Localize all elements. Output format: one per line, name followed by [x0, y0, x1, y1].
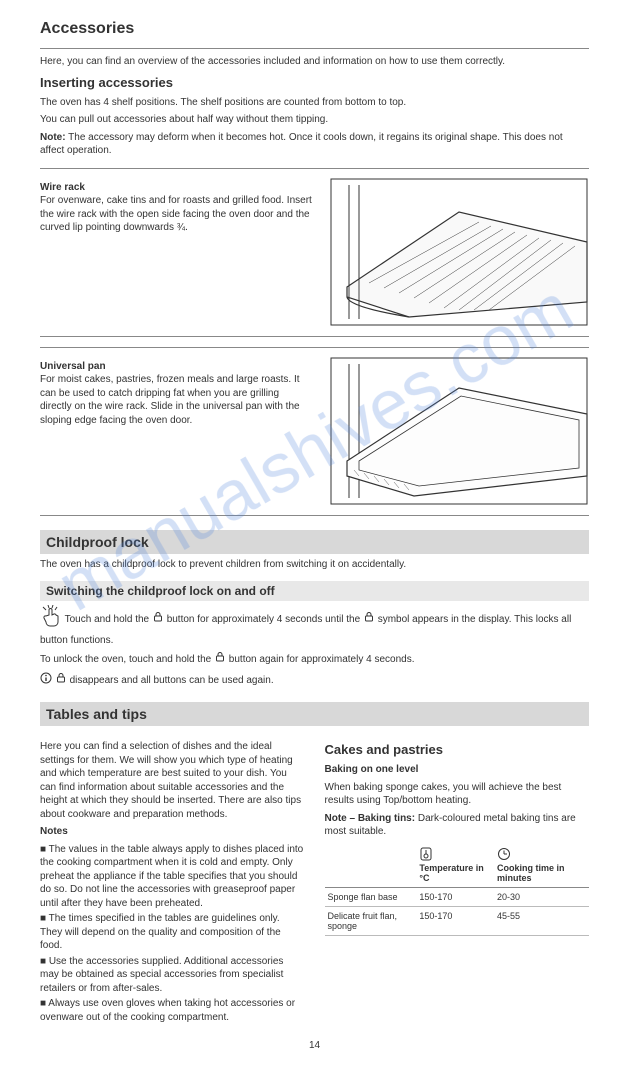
lock-icon — [363, 611, 375, 628]
tables-notes-heading: Notes — [40, 825, 305, 839]
universal-pan-name: Universal pan — [40, 361, 106, 372]
table-cell: 45-55 — [494, 906, 589, 935]
insert-p1: The oven has 4 shelf positions. The shel… — [40, 96, 589, 110]
note-text: The accessory may deform when it becomes… — [40, 132, 563, 157]
childlock-u1: To unlock the oven, touch and hold the — [40, 654, 214, 665]
accessories-intro: Here, you can find an overview of the ac… — [40, 55, 589, 69]
baking-one-level-title: Baking on one level — [325, 764, 419, 775]
tables-note-0: ■ The values in the table always apply t… — [40, 843, 305, 911]
cakes-heading: Cakes and pastries — [325, 742, 590, 757]
divider — [40, 336, 589, 337]
baking-col-1-label: Temperature in °C — [419, 863, 483, 883]
baking-table: Temperature in °C Cooking time in minute… — [325, 843, 590, 936]
tables-note-text-3: Always use oven gloves when taking hot a… — [40, 998, 295, 1023]
baking-one-level-text: When baking sponge cakes, you will achie… — [325, 781, 590, 808]
divider — [40, 515, 589, 516]
table-cell: 150-170 — [416, 887, 494, 906]
childlock-t1: Touch and hold the — [65, 614, 152, 625]
universal-pan-text: Universal pan For moist cakes, pastries,… — [40, 356, 313, 509]
wire-rack-name: Wire rack — [40, 182, 85, 193]
tables-intro: Here you can find a selection of dishes … — [40, 740, 305, 821]
insert-accessories-heading: Inserting accessories — [40, 75, 589, 90]
table-cell: Delicate fruit flan, sponge — [325, 906, 417, 935]
tables-note-1: ■ The times specified in the tables are … — [40, 912, 305, 953]
thermometer-icon — [419, 847, 433, 863]
baking-table-col-1: Temperature in °C — [416, 843, 494, 888]
tables-notes: ■ The values in the table always apply t… — [40, 843, 305, 1025]
divider — [40, 48, 589, 49]
childlock-heading: Childproof lock — [40, 530, 589, 554]
tables-note-text-0: The values in the table always apply to … — [40, 844, 303, 909]
table-cell: 20-30 — [494, 887, 589, 906]
baking-tins-note: Note – Baking tins: Dark-coloured metal … — [325, 812, 590, 839]
tables-note-text-1: The times specified in the tables are gu… — [40, 913, 281, 951]
baking-one-level-heading: Baking on one level — [325, 763, 590, 777]
childlock-intro: The oven has a childproof lock to preven… — [40, 558, 589, 572]
clock-icon — [497, 847, 511, 863]
baking-table-header-row: Temperature in °C Cooking time in minute… — [325, 843, 590, 888]
universal-pan-illustration — [329, 356, 589, 509]
childlock-switch-text: Touch and hold the button for approximat… — [40, 605, 589, 647]
table-cell: Sponge flan base — [325, 887, 417, 906]
table-row: Sponge flan base 150-170 20-30 — [325, 887, 590, 906]
childlock-unlock: To unlock the oven, touch and hold the b… — [40, 651, 589, 668]
childlock-disappear: disappears and all buttons can be used a… — [40, 672, 589, 689]
tables-note-3: ■ Always use oven gloves when taking hot… — [40, 997, 305, 1024]
tables-note-2: ■ Use the accessories supplied. Addition… — [40, 955, 305, 996]
baking-table-col-0 — [325, 843, 417, 888]
baking-top-bottom: Top/bottom heating — [383, 795, 468, 806]
table-cell: 150-170 — [416, 906, 494, 935]
childlock-u2: button again for approximately 4 seconds… — [229, 654, 415, 665]
lock-icon — [152, 611, 164, 628]
tables-col-right: Cakes and pastries Baking on one level W… — [325, 736, 590, 1026]
accessory-row-wire-rack: Wire rack For ovenware, cake tins and fo… — [40, 168, 589, 330]
table-row: Delicate fruit flan, sponge 150-170 45-5… — [325, 906, 590, 935]
accessory-row-universal-pan: Universal pan For moist cakes, pastries,… — [40, 347, 589, 509]
note-label: Note: — [40, 132, 66, 143]
info-icon — [40, 672, 52, 689]
insert-note: Note: The accessory may deform when it b… — [40, 131, 589, 158]
wire-rack-illustration — [329, 177, 589, 330]
childlock-d1: disappears and all buttons can be used a… — [70, 674, 274, 685]
wire-rack-desc: For ovenware, cake tins and for roasts a… — [40, 195, 312, 233]
tables-col-left: Here you can find a selection of dishes … — [40, 736, 305, 1026]
childlock-t2: button for approximately 4 seconds until… — [167, 614, 363, 625]
universal-pan-desc: For moist cakes, pastries, frozen meals … — [40, 374, 300, 426]
lock-icon — [214, 651, 226, 668]
tables-heading: Tables and tips — [40, 702, 589, 726]
touch-hold-icon — [40, 605, 62, 634]
baking-note-label: Note – Baking tins: — [325, 813, 416, 824]
childlock-switch-heading: Switching the childproof lock on and off — [40, 581, 589, 601]
lock-icon — [55, 672, 67, 689]
accessories-heading: Accessories — [40, 20, 589, 38]
page-number: 14 — [40, 1040, 589, 1051]
tables-two-column: Here you can find a selection of dishes … — [40, 736, 589, 1026]
tables-note-text-2: Use the accessories supplied. Additional… — [40, 956, 283, 994]
baking-table-col-2: Cooking time in minutes — [494, 843, 589, 888]
wire-rack-text: Wire rack For ovenware, cake tins and fo… — [40, 177, 313, 330]
baking-col-2-label: Cooking time in minutes — [497, 863, 565, 883]
insert-p2: You can pull out accessories about half … — [40, 113, 589, 127]
